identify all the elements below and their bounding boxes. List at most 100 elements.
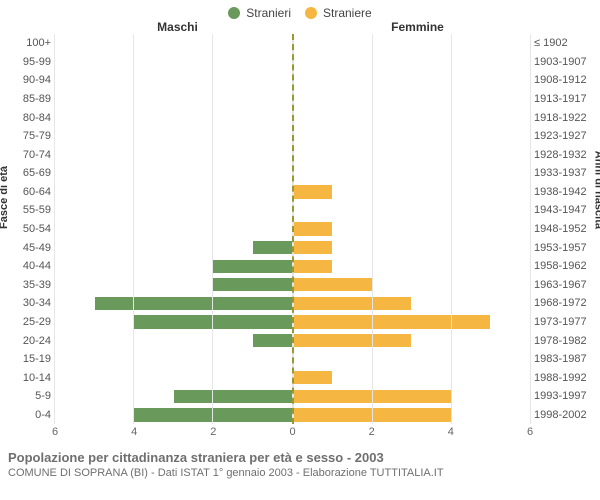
chart-area: Fasce di età Anni di nascita 100+95-9990… [0, 34, 600, 424]
year-label: 1948-1952 [534, 220, 587, 239]
bar-male [253, 334, 293, 347]
year-label: 1923-1927 [534, 127, 587, 146]
row-male [55, 238, 293, 257]
row-female [293, 127, 531, 146]
legend-male-label: Stranieri [246, 6, 291, 20]
age-label: 35-39 [23, 276, 51, 295]
year-label: 1938-1942 [534, 183, 587, 202]
swatch-male-icon [228, 7, 240, 19]
row-male [55, 145, 293, 164]
age-label: 0-4 [35, 406, 51, 425]
age-label: 10-14 [23, 368, 51, 387]
year-label: 1978-1982 [534, 331, 587, 350]
y-axis-left: 100+95-9990-9485-8980-8475-7970-7465-696… [0, 34, 55, 424]
x-tick: 6 [527, 426, 533, 438]
row-male [55, 257, 293, 276]
center-axis-line [292, 34, 294, 424]
row-male [55, 201, 293, 220]
gridline [372, 34, 373, 424]
age-label: 80-84 [23, 108, 51, 127]
year-label: 1968-1972 [534, 294, 587, 313]
y-axis-label-right: Anni di nascita [592, 151, 600, 229]
bar-female [293, 260, 333, 273]
age-label: 45-49 [23, 238, 51, 257]
gridline [212, 34, 213, 424]
caption: Popolazione per cittadinanza straniera p… [0, 444, 600, 479]
year-label: 1918-1922 [534, 108, 587, 127]
panel-title-right: Femmine [300, 20, 600, 34]
x-axis-right: 246 [293, 424, 531, 444]
row-female [293, 276, 531, 295]
row-male [55, 127, 293, 146]
age-label: 20-24 [23, 331, 51, 350]
row-female [293, 257, 531, 276]
year-label: 1998-2002 [534, 406, 587, 425]
row-male [55, 276, 293, 295]
year-label: 1943-1947 [534, 201, 587, 220]
bar-male [213, 260, 292, 273]
gridline [451, 34, 452, 424]
bar-male [174, 390, 293, 403]
y-axis-right: ≤ 19021903-19071908-19121913-19171918-19… [530, 34, 600, 424]
row-male [55, 183, 293, 202]
row-male [55, 71, 293, 90]
age-label: 60-64 [23, 183, 51, 202]
year-label: 1903-1907 [534, 53, 587, 72]
gridline [530, 34, 531, 424]
row-male [55, 350, 293, 369]
bar-female [293, 334, 412, 347]
year-label: 1913-1917 [534, 90, 587, 109]
age-label: 5-9 [35, 387, 51, 406]
row-female [293, 53, 531, 72]
age-label: 85-89 [23, 90, 51, 109]
row-male [55, 406, 293, 425]
y-axis-label-left: Fasce di età [0, 166, 10, 229]
age-label: 70-74 [23, 145, 51, 164]
row-male [55, 53, 293, 72]
row-female [293, 71, 531, 90]
year-label: 1928-1932 [534, 145, 587, 164]
x-tick: 4 [131, 426, 137, 438]
row-female [293, 108, 531, 127]
gridline [54, 34, 55, 424]
bar-female [293, 278, 372, 291]
chart-container: Stranieri Straniere Maschi Femmine Fasce… [0, 0, 600, 500]
row-male [55, 331, 293, 350]
year-label: 1983-1987 [534, 350, 587, 369]
row-female [293, 313, 531, 332]
legend-item-male: Stranieri [228, 6, 291, 20]
x-tick: 2 [210, 426, 216, 438]
age-label: 25-29 [23, 313, 51, 332]
plot-area [55, 34, 530, 424]
year-label: 1933-1937 [534, 164, 587, 183]
age-label: 55-59 [23, 201, 51, 220]
year-label: ≤ 1902 [534, 34, 568, 53]
year-label: 1953-1957 [534, 238, 587, 257]
row-female [293, 183, 531, 202]
bar-male [213, 278, 292, 291]
row-male [55, 313, 293, 332]
caption-subtitle: COMUNE DI SOPRANA (BI) - Dati ISTAT 1° g… [8, 467, 592, 479]
age-label: 90-94 [23, 71, 51, 90]
row-male [55, 108, 293, 127]
row-female [293, 294, 531, 313]
year-label: 1963-1967 [534, 276, 587, 295]
age-label: 75-79 [23, 127, 51, 146]
age-label: 15-19 [23, 350, 51, 369]
row-female [293, 164, 531, 183]
year-label: 1908-1912 [534, 71, 587, 90]
row-male [55, 90, 293, 109]
x-tick: 6 [52, 426, 58, 438]
left-half-male [55, 34, 293, 424]
year-label: 1988-1992 [534, 368, 587, 387]
panel-title-left: Maschi [0, 20, 300, 34]
bar-female [293, 315, 491, 328]
row-female [293, 201, 531, 220]
row-female [293, 90, 531, 109]
row-male [55, 368, 293, 387]
row-male [55, 387, 293, 406]
row-female [293, 220, 531, 239]
row-female [293, 331, 531, 350]
row-female [293, 34, 531, 53]
x-axis-left: 0246 [55, 424, 293, 444]
